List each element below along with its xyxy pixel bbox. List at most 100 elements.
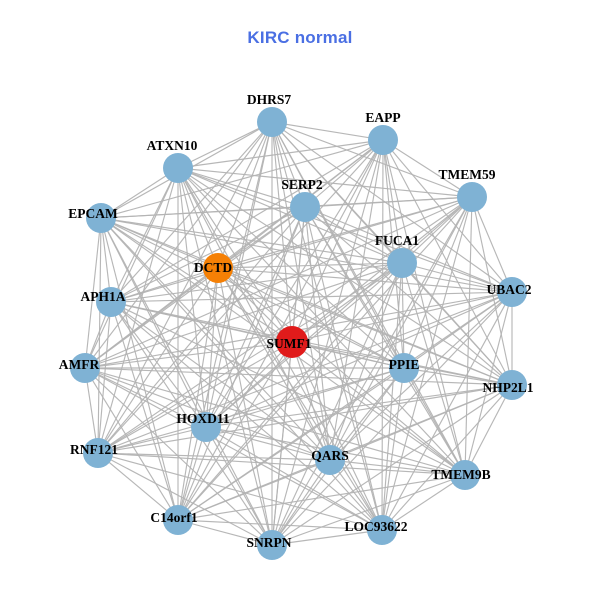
- graph-edge: [205, 206, 306, 428]
- graph-edge: [381, 139, 384, 531]
- graph-edge: [97, 384, 513, 454]
- graph-edge: [177, 196, 473, 521]
- graph-node-aph1a[interactable]: [96, 287, 126, 317]
- graph-edge: [110, 301, 331, 461]
- graph-edge: [110, 121, 273, 303]
- graph-node-loc93622[interactable]: [367, 515, 397, 545]
- graph-edge: [291, 341, 466, 476]
- graph-node-dctd[interactable]: [203, 253, 233, 283]
- graph-edge: [291, 291, 513, 343]
- graph-edge: [100, 139, 384, 219]
- graph-node-ppie[interactable]: [389, 353, 419, 383]
- graph-edge: [177, 121, 273, 169]
- page-title: KIRC normal: [247, 28, 353, 47]
- graph-edge: [84, 367, 513, 386]
- graph-node-qars[interactable]: [315, 445, 345, 475]
- graph-edge: [271, 121, 293, 343]
- graph-edge: [177, 167, 513, 386]
- graph-edge: [84, 367, 273, 546]
- graph-edge: [97, 452, 383, 531]
- graph-node-tmem59[interactable]: [457, 182, 487, 212]
- graph-edge: [217, 262, 403, 269]
- graph-edge: [329, 291, 513, 461]
- graph-edge: [381, 474, 466, 531]
- graph-edge: [97, 341, 293, 454]
- graph-edge: [177, 121, 273, 521]
- graph-edge: [403, 367, 466, 476]
- graph-edge: [271, 121, 466, 476]
- graph-node-nhp2l1[interactable]: [497, 370, 527, 400]
- graph-edge: [217, 267, 331, 461]
- graph-node-serp2[interactable]: [290, 192, 320, 222]
- graph-edge: [177, 519, 273, 546]
- graph-edge: [110, 196, 473, 303]
- graph-edge: [177, 167, 473, 198]
- graph-node-eapp[interactable]: [368, 125, 398, 155]
- graph-edge: [97, 217, 102, 454]
- graph-edge: [177, 474, 466, 521]
- graph-node-snrpn[interactable]: [257, 530, 287, 560]
- graph-edge: [205, 196, 473, 428]
- graph-edge: [177, 426, 207, 521]
- graph-edge: [97, 452, 179, 521]
- graph-edge: [329, 262, 403, 461]
- graph-edge: [100, 217, 331, 461]
- graph-edge: [110, 301, 179, 521]
- graph-edge: [100, 217, 293, 343]
- graph-edge: [403, 367, 513, 386]
- graph-edge: [217, 267, 405, 369]
- graph-edge: [97, 262, 403, 454]
- graph-edge: [177, 167, 219, 269]
- graph-node-hoxd11[interactable]: [191, 412, 221, 442]
- graph-edge: [110, 267, 219, 303]
- node-layer: [70, 107, 527, 560]
- graph-edge: [271, 262, 403, 546]
- graph-edge: [205, 426, 273, 546]
- graph-edge: [110, 262, 403, 303]
- graph-edge: [177, 519, 383, 531]
- graph-node-ubac2[interactable]: [497, 277, 527, 307]
- graph-node-tmem9b[interactable]: [450, 460, 480, 490]
- graph-edge: [97, 167, 179, 454]
- graph-edge: [177, 167, 207, 428]
- graph-edge: [84, 196, 473, 369]
- graph-edge: [381, 262, 403, 531]
- graph-edge: [177, 167, 293, 343]
- graph-edge: [110, 301, 207, 428]
- graph-edge: [177, 167, 306, 208]
- graph-edge: [97, 367, 405, 454]
- graph-edge: [205, 267, 219, 428]
- graph-edge: [97, 121, 273, 454]
- graph-node-epcam[interactable]: [86, 203, 116, 233]
- graph-node-amfr[interactable]: [70, 353, 100, 383]
- graph-edge: [84, 367, 383, 531]
- graph-edge: [84, 167, 179, 369]
- graph-node-atxn10[interactable]: [163, 153, 193, 183]
- graph-node-rnf121[interactable]: [83, 438, 113, 468]
- graph-edge: [205, 341, 293, 428]
- graph-edge: [100, 206, 306, 219]
- graph-edge: [110, 139, 384, 303]
- graph-edge: [382, 139, 473, 198]
- graph-edge: [304, 139, 384, 208]
- graph-node-sumf1[interactable]: [276, 326, 308, 358]
- graph-edge: [381, 196, 473, 531]
- graph-edge: [401, 262, 405, 369]
- graph-node-fuca1[interactable]: [387, 248, 417, 278]
- graph-edge: [110, 301, 466, 476]
- graph-edge: [97, 452, 273, 546]
- graph-edge: [110, 301, 383, 531]
- graph-edge: [177, 167, 331, 461]
- graph-edge: [100, 217, 405, 369]
- graph-edge: [177, 459, 331, 521]
- graph-node-dhrs7[interactable]: [257, 107, 287, 137]
- graph-edge: [110, 206, 306, 303]
- graph-edge: [177, 267, 219, 521]
- graph-edge: [271, 196, 473, 546]
- graph-node-c14orf1[interactable]: [163, 505, 193, 535]
- graph-edge: [110, 301, 513, 386]
- graph-edge: [382, 139, 513, 386]
- graph-edge: [304, 206, 403, 264]
- graph-edge: [84, 217, 102, 369]
- graph-edge: [291, 341, 405, 369]
